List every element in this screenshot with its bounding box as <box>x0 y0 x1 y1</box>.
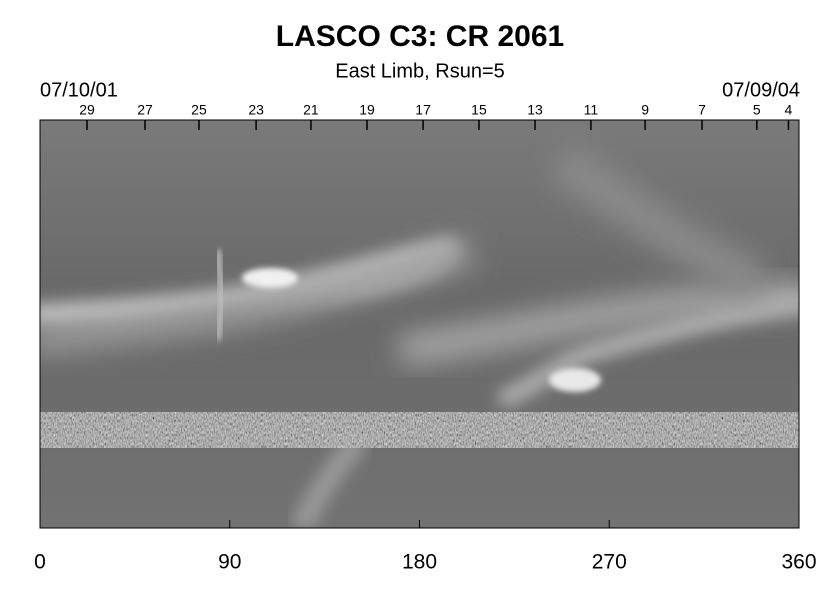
top-tick-label: 15 <box>471 102 487 118</box>
synoptic-image <box>40 120 799 528</box>
x-tick-label: 0 <box>34 551 46 574</box>
top-tick-label: 5 <box>753 102 761 118</box>
top-tick-label: 11 <box>584 102 599 118</box>
top-tick-label: 25 <box>191 102 207 118</box>
chart-subtitle: East Limb, Rsun=5 <box>335 60 505 82</box>
start-date: 07/10/01 <box>40 79 118 101</box>
top-tick-label: 9 <box>641 102 649 118</box>
x-tick-label: 90 <box>218 551 241 574</box>
top-tick-label: 29 <box>79 102 95 118</box>
end-date: 07/09/04 <box>722 79 800 101</box>
top-tick-label: 13 <box>527 102 543 118</box>
top-tick-label: 17 <box>415 102 431 118</box>
x-tick-label: 360 <box>781 551 816 574</box>
x-tick-label: 180 <box>402 551 437 574</box>
top-tick-label: 23 <box>248 102 264 118</box>
top-tick-label: 27 <box>137 102 153 118</box>
top-tick-label: 19 <box>359 102 375 118</box>
x-tick-label: 270 <box>592 551 627 574</box>
top-tick-label: 21 <box>303 102 319 118</box>
top-tick-label: 4 <box>785 102 793 118</box>
chart-title: LASCO C3: CR 2061 <box>276 20 564 53</box>
top-tick-label: 7 <box>698 102 706 118</box>
axes: 0 90 180 270 360 29 27 25 23 21 19 17 15 13 11 9 7 5 4 <box>34 102 816 574</box>
